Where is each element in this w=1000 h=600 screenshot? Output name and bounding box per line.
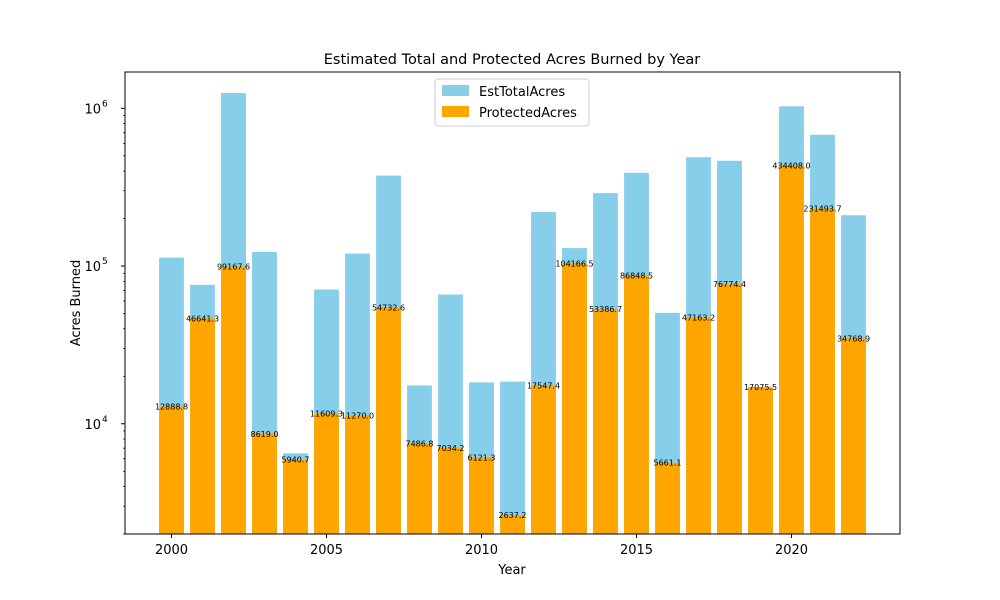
bar-protectedacres-2021 [810,208,835,534]
y-tick-exponent-100000: 5 [102,257,108,267]
data-label-protectedacres-2006: 11270.0 [341,412,374,421]
plot-frame [124,71,901,535]
bar-protectedacres-2011 [500,515,525,534]
bar-protectedacres-2019 [748,387,773,534]
data-label-protectedacres-2015: 86848.5 [620,272,653,281]
bar-protectedacres-2002 [221,266,246,534]
legend-label-protectedacres: ProtectedAcres [479,106,577,121]
data-label-protectedacres-2000: 12888.8 [155,402,188,411]
bar-protectedacres-2014 [593,309,618,534]
data-label-protectedacres-2001: 46641.3 [186,314,219,323]
bar-protectedacres-2005 [314,413,339,534]
bar-protectedacres-2018 [717,284,742,534]
y-axis-label: Acres Burned [69,260,84,347]
data-label-protectedacres-2009: 7034.2 [437,444,465,453]
data-label-protectedacres-2003: 8619.0 [251,430,279,439]
data-label-protectedacres-2014: 53386.7 [589,305,622,314]
y-tick-label-10000: 10 [84,418,101,433]
y-tick-exponent-1000000: 6 [102,99,108,109]
x-axis-label: Year [497,563,526,578]
x-axis: 2000 2005 2010 2015 2020 [155,534,808,558]
bar-protectedacres-2001 [190,318,215,534]
bar-esttotalacres-2011 [500,381,525,534]
bar-protectedacres-2007 [376,307,401,534]
data-label-protectedacres-2021: 231493.7 [803,205,841,214]
legend-swatch-esttotalacres [442,85,469,96]
x-tick-label-2010: 2010 [465,543,498,558]
data-label-protectedacres-2018: 76774.4 [713,280,746,289]
data-label-protectedacres-2022: 34768.9 [837,334,870,343]
data-label-protectedacres-2017: 47163.2 [682,314,715,323]
data-label-protectedacres-2010: 6121.3 [468,453,496,462]
data-label-protectedacres-2012: 17547.4 [527,381,560,390]
data-label-protectedacres-2013: 104166.5 [555,259,593,268]
legend-swatch-protectedacres [442,106,469,117]
bar-protectedacres-2008 [407,443,432,534]
x-tick-label-2005: 2005 [310,543,343,558]
x-tick-label-2015: 2015 [620,543,653,558]
y-tick-exponent-10000: 4 [102,415,108,425]
bar-protectedacres-2020 [779,165,804,534]
y-tick-label-1000000: 10 [84,102,101,117]
data-label-protectedacres-2004: 5940.7 [282,455,310,464]
x-tick-label-2000: 2000 [155,543,188,558]
data-labels: 12888.8 46641.3 99167.6 8619.0 5940.7 11609.3… [155,161,870,520]
bar-protectedacres-2012 [531,385,556,534]
bar-protectedacres-2004 [283,459,308,534]
chart-title: Estimated Total and Protected Acres Burn… [324,52,700,68]
data-label-protectedacres-2007: 54732.6 [372,303,405,312]
bar-protectedacres-2016 [655,462,680,534]
data-label-protectedacres-2019: 17075.5 [744,383,777,392]
data-label-protectedacres-2008: 7486.8 [406,440,434,449]
bar-protectedacres-2006 [345,415,370,534]
data-label-protectedacres-2016: 5661.1 [654,459,682,468]
data-label-protectedacres-2011: 2637.2 [499,511,527,520]
legend: EstTotalAcres ProtectedAcres [434,78,590,127]
data-label-protectedacres-2002: 99167.6 [217,263,250,272]
y-tick-label-100000: 10 [84,260,101,275]
bar-protectedacres-2003 [252,433,277,534]
bar-protectedacres-2017 [686,317,711,534]
legend-label-esttotalacres: EstTotalAcres [479,85,565,100]
bar-protectedacres-2015 [624,275,649,534]
legend-box [434,78,590,127]
bar-protectedacres-2022 [841,338,866,534]
x-tick-label-2020: 2020 [775,543,808,558]
bar-protectedacres-2009 [438,447,463,534]
bar-protectedacres-2013 [562,263,587,534]
data-label-protectedacres-2005: 11609.3 [310,410,343,419]
bar-protectedacres-2010 [469,457,494,534]
data-label-protectedacres-2020: 434408.0 [772,161,810,170]
bars [159,93,866,535]
bar-protectedacres-2000 [159,406,184,534]
